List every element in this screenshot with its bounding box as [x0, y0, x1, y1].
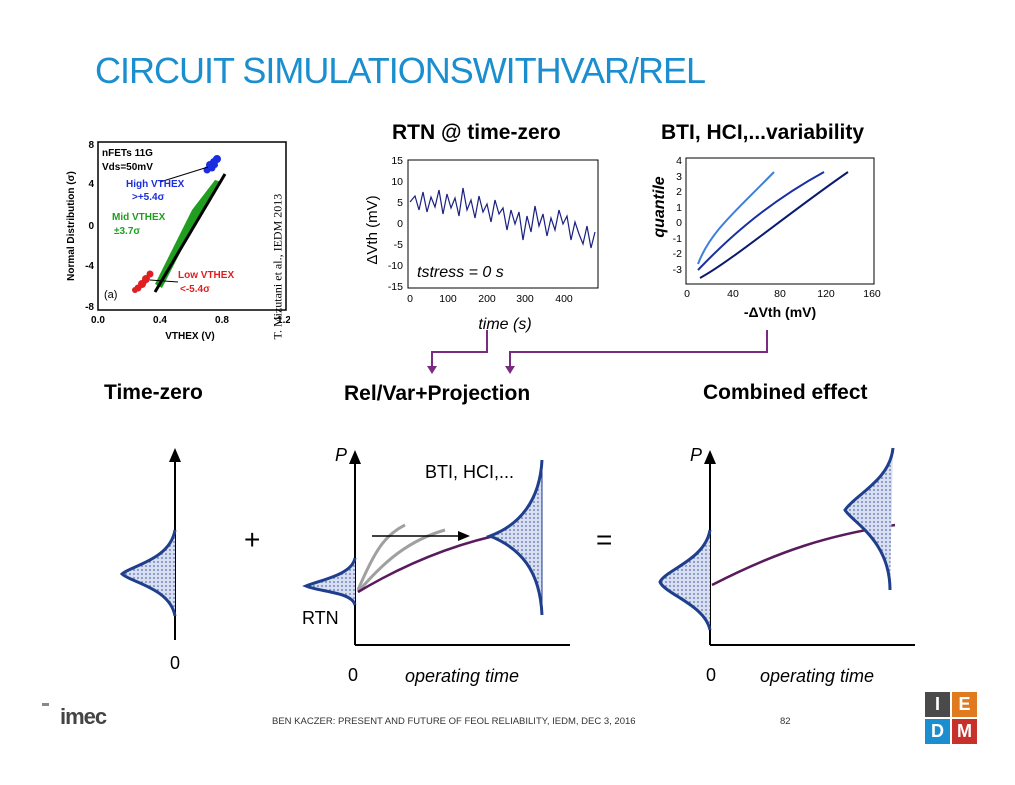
ytick: 8: [88, 140, 94, 151]
xtick: 40: [727, 288, 739, 300]
rtn-plot: 15 10 5 0 -5 -10 -15 0 100 200 300 400 t…: [364, 155, 599, 333]
ytick: -1: [673, 233, 682, 245]
panel-a-plot: 8 4 0 -4 -8 0.0 0.4 0.8 1.2 VTHEX (V) No…: [66, 140, 290, 342]
ytick: 4: [676, 155, 682, 167]
low-points: [132, 270, 154, 293]
zero-label: 0: [348, 665, 359, 685]
y-axis-label: Normal Distribution (σ): [66, 171, 77, 281]
ytick: 0: [88, 221, 94, 232]
xtick: 300: [516, 293, 534, 305]
ytick: -8: [85, 302, 94, 313]
ytick: 0: [676, 217, 682, 229]
schematic-diagram: [119, 447, 915, 646]
page-number: 82: [780, 716, 791, 727]
zero-label: 0: [170, 653, 181, 673]
x-axis-label: -ΔVth (mV): [744, 304, 816, 320]
series-curve: [697, 171, 825, 271]
ytick: 0: [397, 218, 403, 230]
y-axis-label: quantile: [651, 176, 668, 237]
page-title: CIRCUIT SIMULATIONSWITHVAR/REL: [95, 50, 706, 91]
rtn-trace: [409, 187, 596, 249]
plus-sign: +: [244, 524, 261, 555]
operating-time-label: operating time: [760, 666, 875, 686]
ytick: 2: [676, 186, 682, 198]
p-label: P: [335, 445, 348, 465]
zero-label: 0: [706, 665, 717, 685]
ytick: -10: [388, 260, 403, 272]
ytick: -2: [673, 248, 682, 260]
high-points: [203, 155, 221, 174]
ytick: -3: [673, 264, 682, 276]
xtick: 1.2: [277, 315, 290, 326]
fit-line: [153, 173, 227, 293]
time-zero-distribution: [122, 530, 175, 616]
legend-title: nFETs 11G: [102, 148, 153, 159]
xtick: 0.0: [91, 315, 105, 326]
vds-label: Vds=50mV: [102, 162, 153, 173]
ytick: 3: [676, 171, 682, 183]
rtn-label: RTN: [302, 608, 339, 628]
xtick: 0: [684, 288, 690, 300]
connector-arrows: [427, 330, 768, 374]
iedm-tile: I: [925, 692, 950, 717]
rel-var-heading: Rel/Var+Projection: [344, 382, 531, 405]
xtick: 400: [555, 293, 573, 305]
combined-heading: Combined effect: [703, 381, 868, 404]
ytick: 15: [391, 155, 403, 167]
operating-time-label: operating time: [405, 666, 520, 686]
time-zero-heading: Time-zero: [104, 381, 203, 404]
xtick: 160: [863, 288, 881, 300]
xtick: 0: [407, 293, 413, 305]
xtick: 120: [817, 288, 835, 300]
low-sigma: <-5.4σ: [180, 284, 210, 295]
xtick: 80: [774, 288, 786, 300]
logo-dash: [42, 703, 49, 706]
mid-sigma: ±3.7σ: [114, 226, 140, 237]
bti-plot: 4 3 2 1 0 -1 -2 -3 0 40 80 120 160 -ΔVth…: [651, 155, 881, 320]
mid-label: Mid VTHEX: [112, 212, 166, 223]
iedm-tile: D: [925, 719, 950, 744]
bti-hci-label: BTI, HCI,...: [425, 462, 515, 482]
iedm-tile: E: [952, 692, 977, 717]
high-sigma: >+5.4σ: [132, 192, 165, 203]
ytick: -5: [394, 239, 403, 251]
footer-text: BEN KACZER: PRESENT AND FUTURE OF FEOL R…: [272, 716, 636, 727]
bti-title: BTI, HCI,...variability: [661, 121, 865, 144]
equals-sign: =: [596, 524, 613, 555]
iedm-tile: M: [952, 719, 977, 744]
ytick: -4: [85, 261, 94, 272]
x-axis-label: VTHEX (V): [165, 331, 214, 342]
low-label: Low VTHEX: [178, 270, 234, 281]
xtick: 0.8: [215, 315, 229, 326]
ytick: 5: [397, 197, 403, 209]
xtick: 100: [439, 293, 457, 305]
y-axis-label: ΔVth (mV): [364, 195, 381, 264]
ytick: -15: [388, 281, 403, 293]
series-curve: [697, 171, 775, 265]
stress-annotation: tstress = 0 s: [417, 264, 504, 281]
high-label: High VTHEX: [126, 179, 185, 190]
ytick: 4: [88, 179, 94, 190]
series-curve: [699, 171, 849, 279]
x-axis-label: time (s): [478, 316, 531, 333]
imec-logo: imec: [60, 704, 107, 729]
ytick: 1: [676, 202, 682, 214]
citation: T. Mizutani et al., IEDM 2013: [270, 193, 285, 340]
panel-tag: (a): [104, 289, 117, 301]
xtick: 0.4: [153, 315, 167, 326]
p-label: P: [690, 445, 703, 465]
iedm-logo: I E D M: [925, 692, 977, 744]
ytick: 10: [391, 176, 403, 188]
xtick: 200: [478, 293, 496, 305]
rtn-title: RTN @ time-zero: [392, 121, 561, 144]
